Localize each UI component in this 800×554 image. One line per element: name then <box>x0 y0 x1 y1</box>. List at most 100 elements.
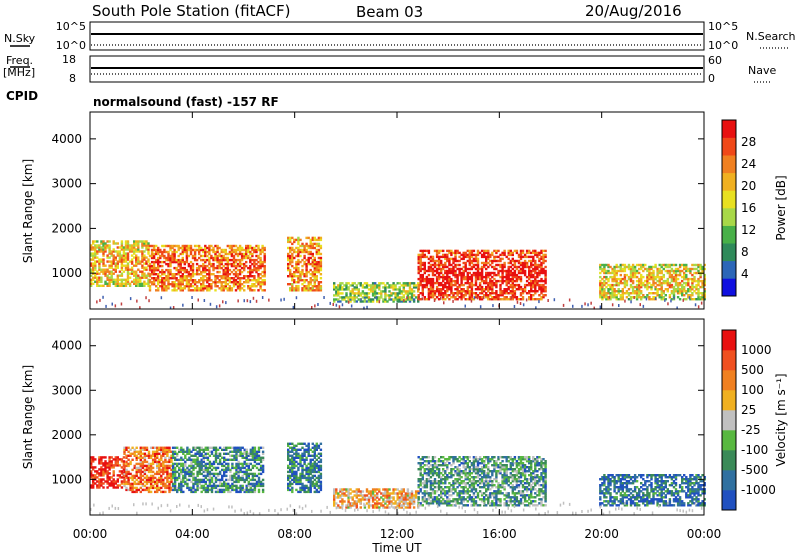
power-echo-cell <box>212 246 215 250</box>
velocity-echo-cell <box>225 488 228 492</box>
power-echo-cell <box>218 262 221 266</box>
power-echo-cell <box>458 283 461 287</box>
power-echo-cell <box>425 255 429 259</box>
power-echo-cell <box>617 292 620 295</box>
power-echo-cell <box>601 285 604 289</box>
power-echo-cell <box>648 273 651 277</box>
power-echo-cell <box>232 260 236 264</box>
power-echo-cell <box>440 263 443 267</box>
velocity-echo-cell <box>210 488 214 492</box>
velocity-echo-cell <box>206 472 210 476</box>
power-echo-cell <box>102 242 105 245</box>
velocity-echo-cell <box>204 474 207 478</box>
power-echo-cell <box>206 268 209 272</box>
power-colorbar-cells <box>722 120 736 297</box>
power-echo-cell <box>646 269 649 273</box>
power-echo-cell <box>376 300 379 303</box>
power-echo-cell <box>208 244 211 248</box>
power-scatter-cell <box>317 303 319 306</box>
power-echo-cell <box>515 288 519 291</box>
velocity-echo-cell <box>235 456 238 459</box>
power-echo-cell <box>181 279 184 282</box>
power-echo-cell <box>374 290 377 293</box>
velocity-echo-cell <box>164 446 167 449</box>
power-echo-cell <box>255 279 258 282</box>
power-echo-cell <box>501 251 504 255</box>
power-echo-cell <box>240 252 244 256</box>
velocity-echo-cell <box>221 478 224 482</box>
velocity-echo-cell <box>289 460 292 464</box>
power-echo-cell <box>599 285 602 289</box>
velocity-echo-cell <box>131 482 134 486</box>
power-echo-cell <box>668 285 672 289</box>
power-echo-cell <box>309 238 312 242</box>
velocity-echo-cell <box>129 452 132 455</box>
power-echo-cell <box>291 264 294 268</box>
power-echo-cell <box>513 263 517 267</box>
velocity-echo-cell <box>176 486 179 490</box>
power-echo-cell <box>642 281 645 285</box>
power-echo-cell <box>135 280 138 283</box>
power-echo-cell <box>431 263 435 267</box>
power-echo-cell <box>224 287 227 290</box>
power-echo-cell <box>257 246 260 250</box>
velocity-echo-cell <box>166 476 169 480</box>
power-echo-cell <box>605 277 608 281</box>
power-echo-cell <box>243 285 246 288</box>
power-echo-cell <box>406 282 410 285</box>
power-echo-cell <box>664 279 667 283</box>
velocity-echo-cell <box>291 442 294 445</box>
power-echo-cell <box>678 271 682 275</box>
power-echo-cell <box>118 246 122 249</box>
velocity-echo-cell <box>299 454 302 457</box>
power-echo-cell <box>98 276 101 279</box>
velocity-echo-cell <box>249 448 252 451</box>
power-echo-cell <box>365 282 369 285</box>
power-echo-cell <box>515 298 519 301</box>
power-echo-cell <box>491 251 494 255</box>
velocity-echo-cell <box>168 472 171 476</box>
power-echo-cell <box>515 251 519 255</box>
power-echo-cell <box>446 288 449 291</box>
power-echo-cell <box>263 283 266 286</box>
power-echo-cell <box>309 250 312 254</box>
power-echo-cell <box>611 275 614 279</box>
power-echo-cell <box>204 279 207 282</box>
power-echo-cell <box>261 250 264 254</box>
power-echo-cell <box>474 263 478 267</box>
power-echo-cell <box>689 277 692 281</box>
power-scatter-cell <box>464 304 466 308</box>
power-echo-cell <box>179 285 182 288</box>
velocity-echo-cell <box>239 488 242 492</box>
velocity-echo-cell <box>112 484 115 487</box>
power-echo-cell <box>118 252 122 255</box>
power-echo-cell <box>536 290 539 293</box>
power-echo-cell <box>668 294 672 297</box>
velocity-echo-cell <box>92 468 95 471</box>
power-echo-cell <box>206 250 209 254</box>
velocity-echo-cell <box>287 474 290 478</box>
power-echo-cell <box>98 262 101 265</box>
velocity-echo-cell <box>299 488 302 492</box>
power-echo-cell <box>442 279 445 283</box>
power-echo-cell <box>532 251 535 255</box>
power-echo-cell <box>183 287 186 290</box>
velocity-echo-cell <box>131 484 134 488</box>
power-echo-cell <box>609 288 612 291</box>
velocity-echo-cell <box>104 470 107 473</box>
velocity-echo-cell <box>184 472 187 476</box>
velocity-echo-cell <box>143 460 147 464</box>
power-scatter-cell <box>243 299 245 303</box>
power-echo-cell <box>515 267 519 271</box>
velocity-echo-cell <box>173 462 177 466</box>
power-echo-cell <box>493 296 496 299</box>
power-echo-cell <box>437 251 441 255</box>
velocity-echo-cell <box>118 484 122 487</box>
power-echo-cell <box>378 292 381 295</box>
power-echo-cell <box>171 275 174 278</box>
power-echo-cell <box>444 257 447 261</box>
power-echo-cell <box>523 269 527 273</box>
power-echo-cell <box>611 279 614 283</box>
power-echo-cell <box>145 244 148 247</box>
